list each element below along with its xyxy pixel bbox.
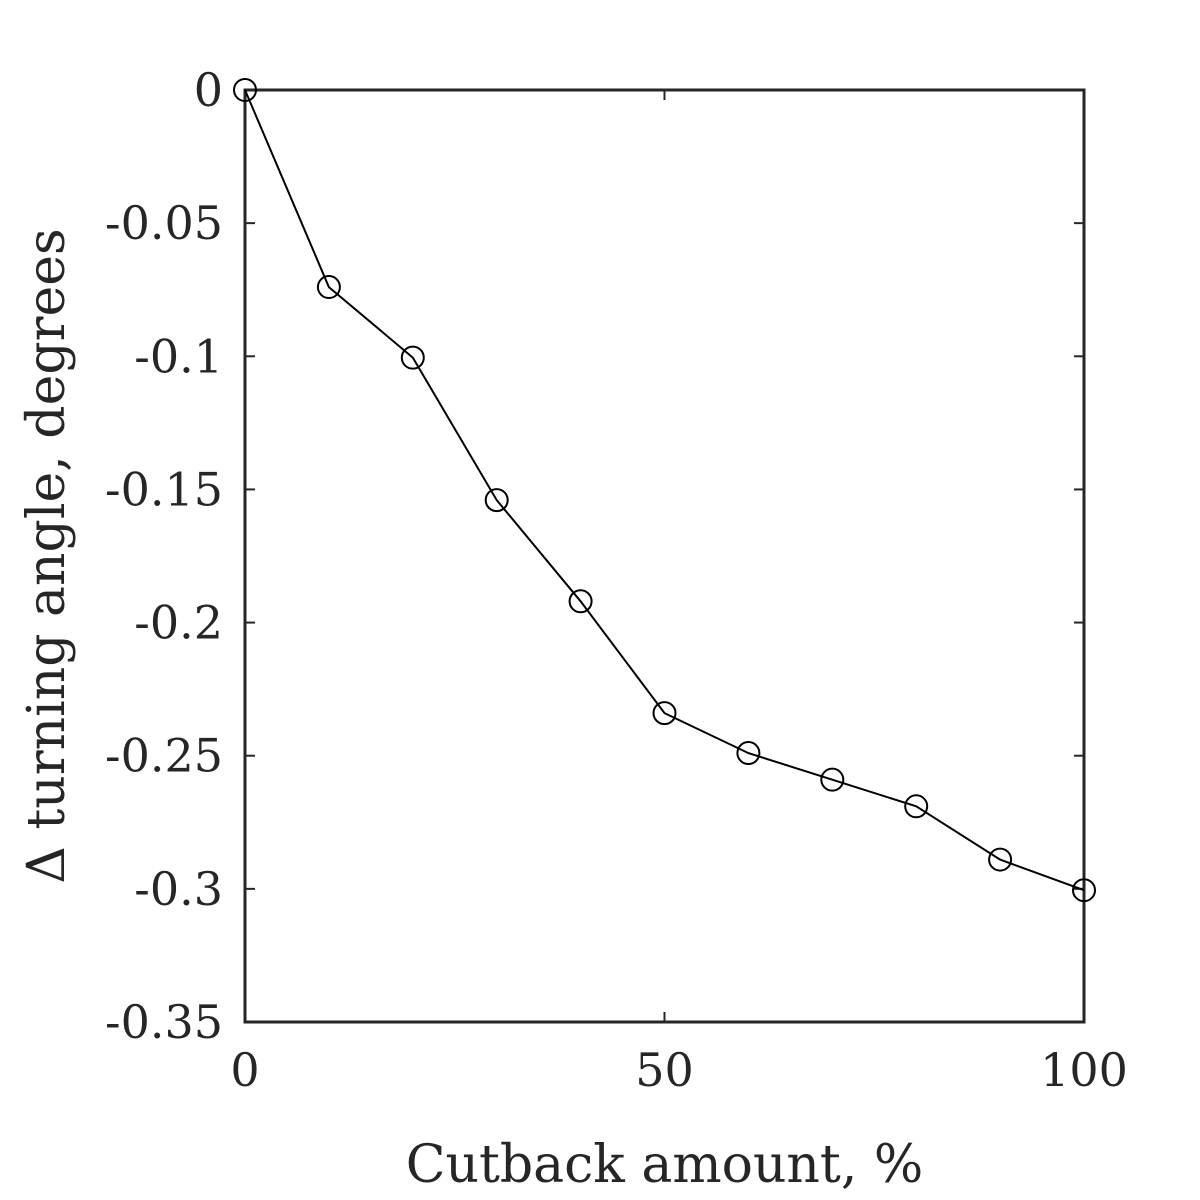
y-tick-label: -0.3 <box>134 862 223 916</box>
x-tick-label: 50 <box>635 1043 694 1097</box>
data-point-marker <box>568 589 593 614</box>
plot-frame <box>243 88 1086 1024</box>
tick-labels-layer: 0-0.05-0.1-0.15-0.2-0.25-0.3-0.350 50 100 <box>105 63 1128 1097</box>
x-axis-label: Cutback amount, % <box>406 1135 924 1195</box>
series-line <box>244 89 1085 892</box>
data-point-marker <box>736 741 761 766</box>
series-layer <box>233 78 1096 903</box>
axes-layer <box>243 88 1086 1024</box>
x-tick-label: 0 <box>230 1043 259 1097</box>
data-point-marker <box>904 794 929 819</box>
y-tick-label: -0.35 <box>105 995 223 1049</box>
data-point-marker <box>988 847 1013 872</box>
data-point-marker <box>820 767 845 792</box>
y-tick-label: 0 <box>194 63 223 117</box>
data-point-marker <box>400 345 425 370</box>
y-tick-label: -0.15 <box>105 462 223 516</box>
y-tick-label: -0.25 <box>105 729 223 783</box>
data-point-marker <box>652 701 677 726</box>
y-tick-label: -0.2 <box>134 596 223 650</box>
y-axis-label: Δ turning angle, degrees <box>17 228 77 883</box>
data-point-marker <box>484 488 509 513</box>
x-tick-label: 100 <box>1040 1043 1128 1097</box>
data-point-marker <box>233 78 257 102</box>
y-tick-label: -0.1 <box>134 329 223 383</box>
y-tick-label: -0.05 <box>105 196 223 250</box>
data-point-marker <box>316 275 341 300</box>
data-point-marker <box>1072 878 1096 903</box>
